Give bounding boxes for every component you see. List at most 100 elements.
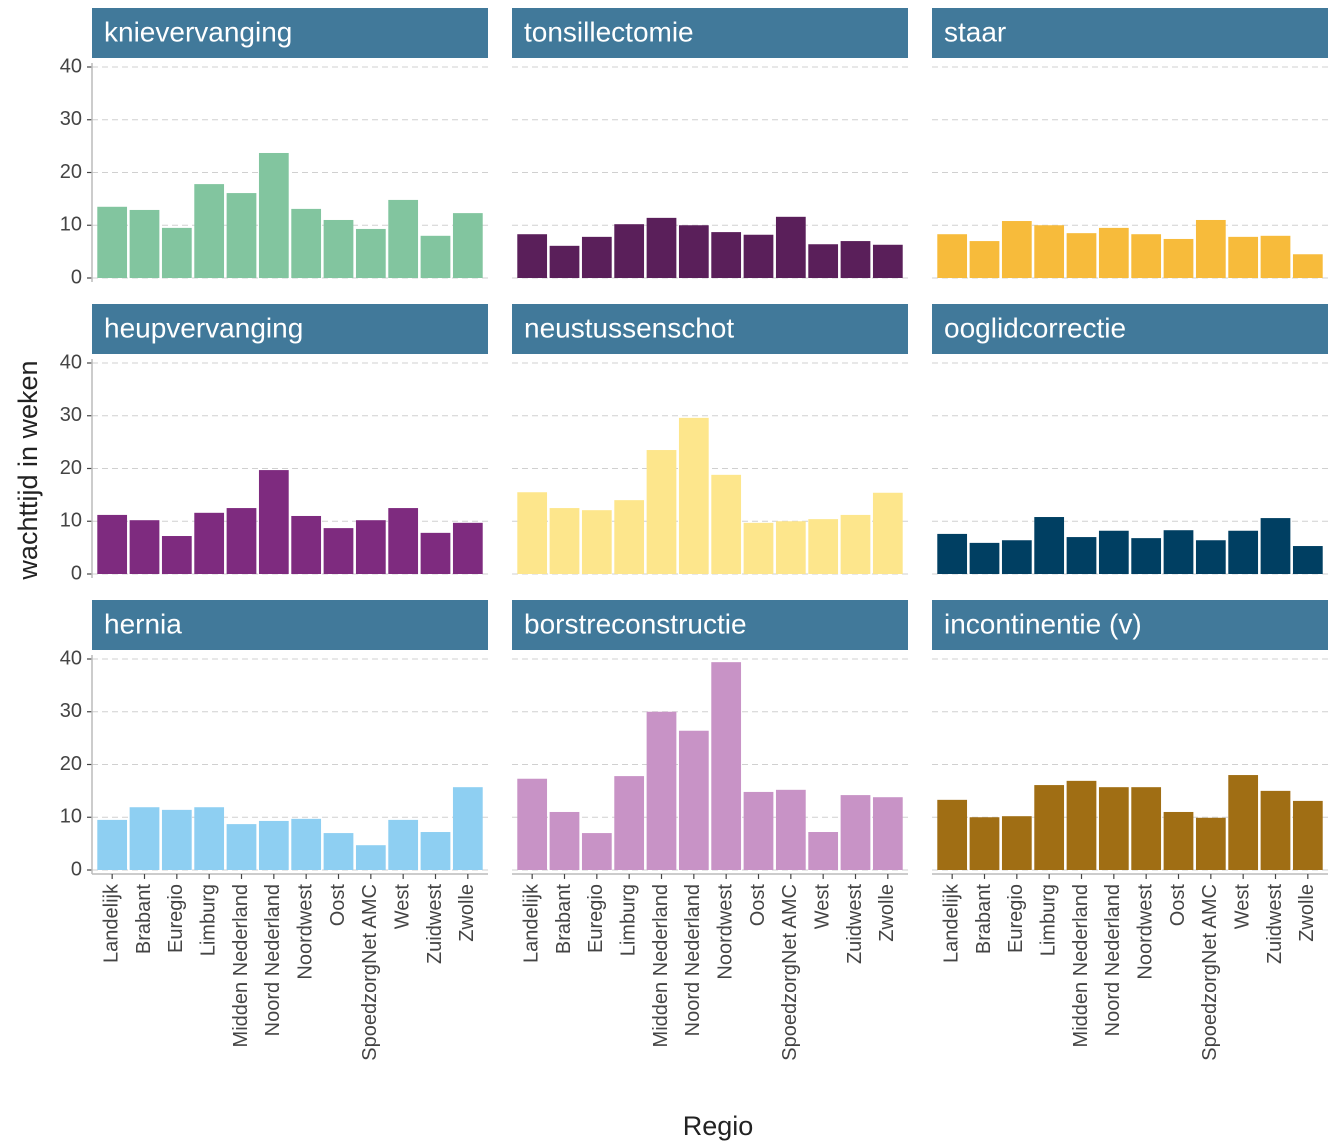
bar [323, 833, 354, 870]
bar [517, 778, 548, 870]
bar [517, 492, 548, 574]
x-tick-label: Landelijk [520, 883, 542, 963]
y-tick-label: 0 [71, 858, 82, 880]
y-tick-label: 0 [71, 266, 82, 288]
strip [512, 600, 908, 650]
bar [1292, 254, 1323, 278]
bar [194, 512, 225, 574]
bar [355, 845, 386, 870]
x-tick-label: Noord Nederland [1102, 884, 1124, 1036]
bar [614, 500, 645, 574]
y-tick-label: 20 [60, 457, 82, 479]
bar [872, 244, 903, 278]
bar [161, 536, 192, 574]
bar [937, 533, 968, 574]
bar [452, 213, 483, 278]
x-tick-label: Limburg [1037, 884, 1059, 956]
x-tick-label: Zwolle [876, 884, 898, 942]
bar [1260, 518, 1291, 574]
bar [1098, 787, 1129, 870]
bar [872, 492, 903, 574]
panel-title: heupvervanging [104, 312, 303, 343]
bar [1098, 530, 1129, 574]
panel-title: knievervanging [104, 16, 292, 47]
bar [549, 245, 580, 278]
y-tick-label: 30 [60, 700, 82, 722]
y-tick-label: 40 [60, 55, 82, 77]
bar [678, 730, 709, 870]
bar [678, 225, 709, 278]
panel-title: hernia [104, 608, 182, 639]
x-tick-label: Oost [747, 884, 769, 927]
bar [872, 797, 903, 870]
bar [969, 542, 1000, 574]
bar [258, 470, 289, 574]
x-tick-label: Noordwest [294, 884, 316, 980]
panel-title: borstreconstructie [524, 608, 747, 639]
x-tick-label: Noord Nederland [682, 884, 704, 1036]
bar [129, 520, 160, 574]
y-tick-label: 0 [71, 562, 82, 584]
x-tick-label: Brabant [553, 884, 575, 954]
x-tick-label: Oost [327, 884, 349, 927]
bar [1163, 811, 1194, 870]
bar [1260, 235, 1291, 278]
bar [517, 234, 548, 278]
y-tick-label: 30 [60, 108, 82, 130]
bar [581, 236, 612, 278]
bar [743, 522, 774, 574]
bar [1034, 785, 1065, 870]
y-tick-label: 20 [60, 753, 82, 775]
bar [194, 184, 225, 278]
bar [1001, 540, 1032, 574]
bar [323, 528, 354, 574]
strip [932, 600, 1328, 650]
x-tick-label: Limburg [197, 884, 219, 956]
x-tick-label: Limburg [617, 884, 639, 956]
x-tick-label: SpoedzorgNet AMC [1199, 884, 1221, 1061]
x-tick-label: SpoedzorgNet AMC [779, 884, 801, 1061]
bar [97, 206, 128, 278]
x-tick-label: Brabant [133, 884, 155, 954]
x-tick-label: Zuidwest [424, 884, 446, 964]
x-tick-label: West [811, 884, 833, 930]
x-tick-label: Zwolle [456, 884, 478, 942]
bar [937, 799, 968, 870]
bar [1292, 800, 1323, 870]
bar [1131, 538, 1162, 574]
panel-title: ooglidcorrectie [944, 312, 1126, 343]
y-tick-label: 40 [60, 647, 82, 669]
bar [1098, 227, 1129, 278]
strip [932, 304, 1328, 354]
strip [92, 600, 488, 650]
bar [1228, 236, 1259, 278]
bar [743, 791, 774, 870]
bar [97, 514, 128, 574]
bar [775, 216, 806, 278]
bar [355, 228, 386, 278]
y-tick-label: 10 [60, 806, 82, 828]
bar [1163, 238, 1194, 278]
x-tick-label: Midden Nederland [230, 884, 252, 1047]
bar [614, 776, 645, 870]
x-tick-label: Zuidwest [1264, 884, 1286, 964]
bar [420, 532, 451, 574]
bar [291, 515, 322, 574]
strip [512, 304, 908, 354]
x-tick-label: SpoedzorgNet AMC [359, 884, 381, 1061]
bar [1163, 530, 1194, 574]
x-tick-label: Midden Nederland [650, 884, 672, 1047]
bar [581, 510, 612, 574]
bar [646, 450, 677, 574]
bar [775, 789, 806, 870]
bar [388, 508, 419, 574]
panel-title: incontinentie (v) [944, 608, 1142, 639]
bar [226, 824, 257, 870]
bar [291, 818, 322, 870]
strip [512, 8, 908, 58]
bar [711, 232, 742, 278]
bar [226, 193, 257, 278]
bar [452, 787, 483, 870]
x-tick-label: West [391, 884, 413, 930]
bar [743, 234, 774, 278]
